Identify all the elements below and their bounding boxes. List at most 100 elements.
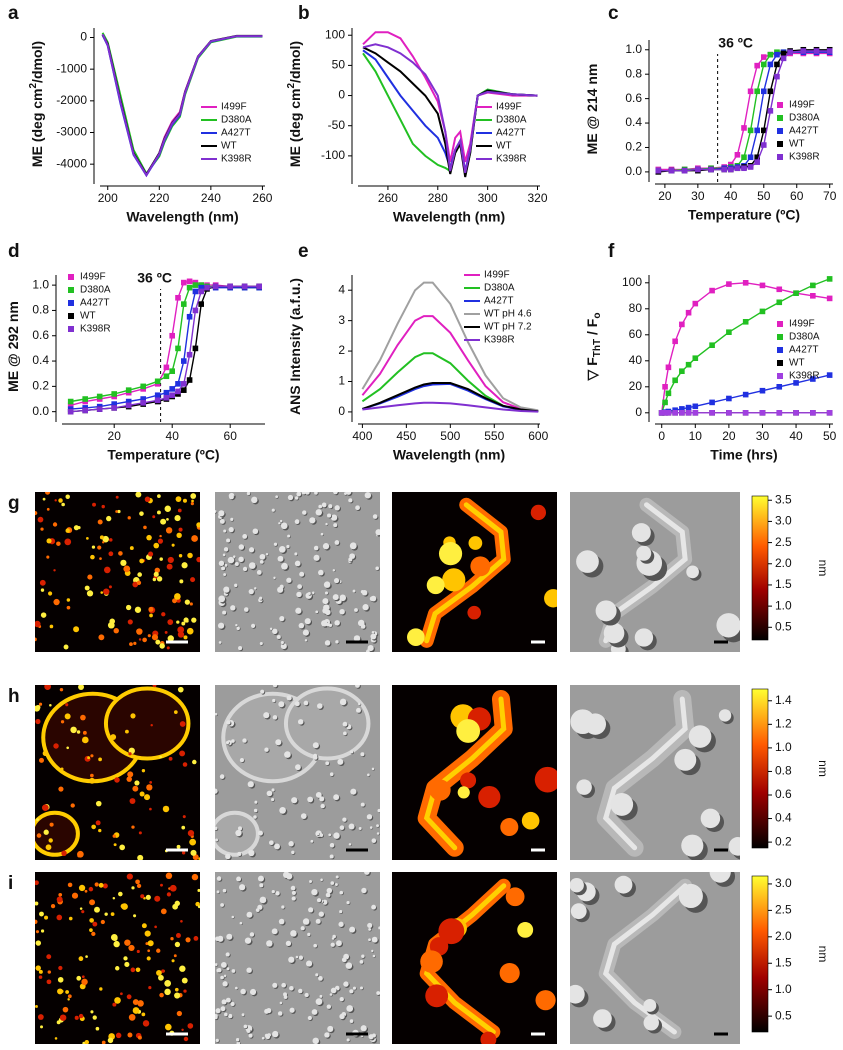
legend-label: WT pH 4.6 (484, 309, 532, 320)
marker (672, 338, 678, 345)
particle (225, 952, 230, 957)
particle (50, 904, 56, 909)
particle (269, 627, 273, 631)
particle (166, 892, 172, 897)
marker (780, 55, 787, 62)
particle (273, 542, 278, 546)
particle (46, 555, 50, 559)
particle (227, 556, 235, 564)
particle (295, 955, 299, 959)
y-axis-label: ME @ 214 nm (584, 64, 600, 155)
x-tick-label: 30 (691, 189, 705, 203)
marker (793, 290, 799, 296)
marker (111, 391, 117, 397)
marker (125, 387, 132, 393)
colorbar-tick-label: 0.5 (775, 619, 792, 633)
colorbar-tick-label: 1.5 (775, 577, 792, 591)
particle (370, 633, 377, 640)
particle (159, 557, 163, 561)
particle (108, 551, 114, 557)
particle (220, 1006, 226, 1012)
particle (307, 592, 311, 595)
particle (333, 492, 338, 495)
particle (127, 619, 133, 625)
particle (346, 1005, 354, 1012)
particle (235, 624, 238, 627)
particle (49, 822, 54, 827)
particle (35, 637, 37, 642)
particle (174, 987, 179, 992)
particle (271, 928, 278, 935)
particle (239, 884, 246, 891)
marker (692, 410, 699, 416)
legend-label: A427T (484, 296, 513, 307)
particle (167, 619, 174, 625)
legend-marker (777, 360, 783, 366)
x-axis-label: Wavelength (nm) (393, 209, 505, 225)
particle (239, 921, 243, 925)
particle (154, 925, 157, 929)
particle (251, 623, 256, 628)
particle (339, 594, 347, 602)
particle (259, 883, 264, 888)
particle (311, 889, 318, 896)
particle (87, 756, 91, 760)
particle (126, 994, 132, 1000)
particle (112, 897, 116, 900)
particle (134, 780, 140, 786)
particle (58, 892, 63, 897)
marker (776, 384, 783, 390)
particle (407, 628, 425, 646)
afm-content (215, 685, 380, 860)
particle (235, 829, 242, 837)
particle (98, 882, 104, 888)
y-axis-label-part: ME @ 214 nm (584, 64, 600, 155)
colorbar-tick-label: 2.0 (775, 556, 792, 570)
particle (146, 956, 151, 961)
y-tick-label: 0.8 (625, 66, 642, 80)
panel-label: g (8, 493, 20, 514)
legend-marker (68, 300, 74, 306)
particle (302, 510, 307, 515)
particle (135, 967, 141, 973)
particle (345, 962, 353, 969)
x-tick-label: 280 (428, 191, 448, 205)
particle (610, 793, 634, 816)
particle (150, 724, 153, 727)
marker (759, 410, 766, 416)
particle (186, 627, 194, 635)
y-tick-label: 100 (622, 275, 642, 289)
particle (360, 1025, 367, 1032)
particle (177, 626, 185, 634)
particle (137, 1000, 144, 1007)
marker (186, 351, 193, 358)
particle (157, 538, 164, 544)
particle (139, 511, 144, 516)
colorbar-tick-label: 1.0 (775, 982, 792, 996)
particle (103, 566, 111, 574)
particle (57, 976, 64, 983)
particle (151, 634, 159, 641)
particle (35, 718, 41, 725)
particle (480, 1031, 497, 1044)
particle (307, 932, 311, 937)
colorbar-unit: nm (816, 560, 830, 577)
particle (189, 838, 197, 846)
y-axis-label-part: ME @ 292 nm (5, 301, 21, 392)
particle (42, 750, 49, 757)
particle (249, 988, 257, 996)
particle (102, 883, 108, 889)
particle (59, 687, 64, 692)
particle (636, 545, 652, 561)
particle (248, 562, 256, 569)
particle (289, 1007, 295, 1013)
particle (64, 713, 71, 720)
particle (279, 616, 285, 622)
particle (325, 761, 330, 766)
legend-label: A427T (221, 128, 250, 139)
particle (277, 555, 284, 562)
particle (153, 542, 160, 549)
particle (181, 851, 186, 855)
particle (364, 872, 370, 875)
marker (140, 383, 146, 390)
